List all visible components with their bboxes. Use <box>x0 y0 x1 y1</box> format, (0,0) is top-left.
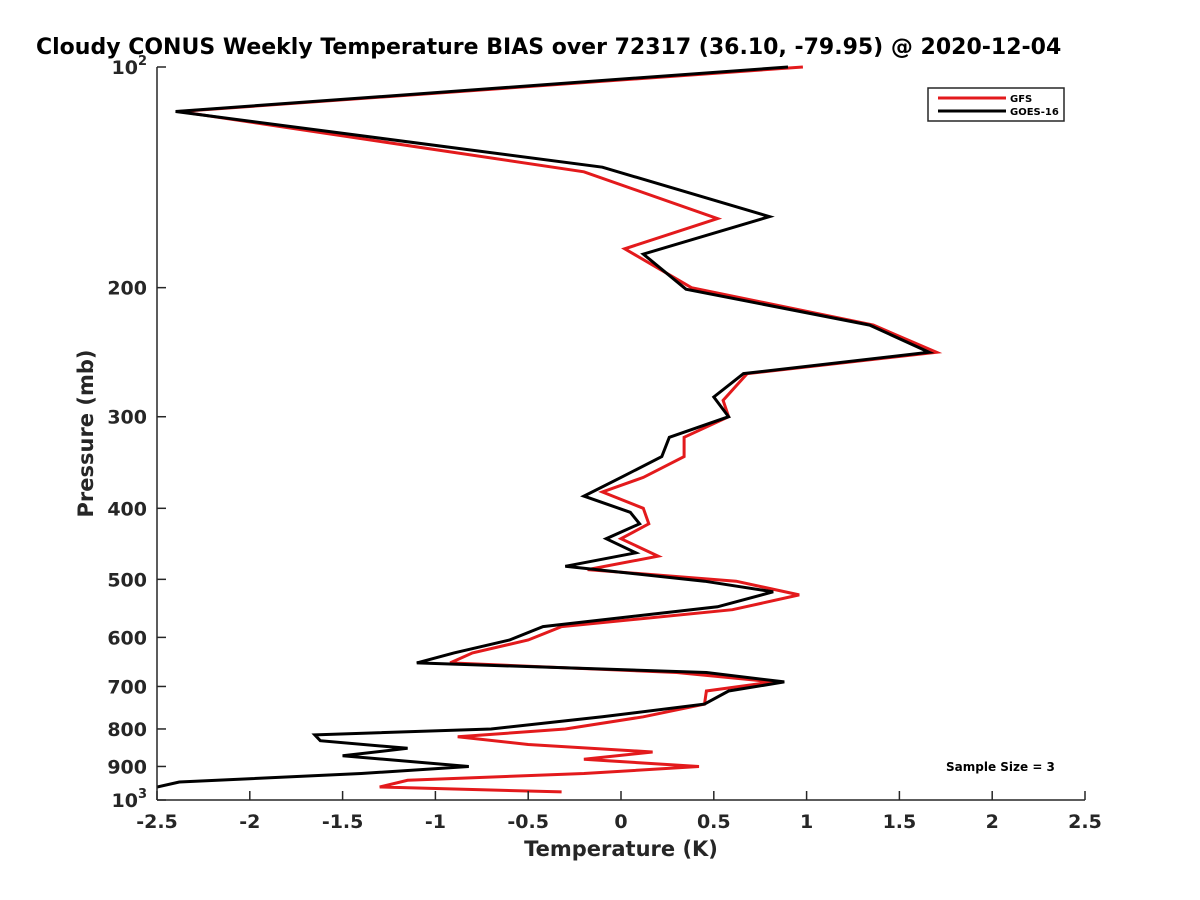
axes-layer: -2.5 -2 -1.5 -1 -0.5 0 0.5 1 1.5 2 2.5 102 200 300 400… <box>107 54 1102 833</box>
series-layer <box>157 65 943 794</box>
legend[interactable]: GFS GOES-16 <box>927 87 1065 122</box>
y-tick-label: 200 <box>107 278 147 300</box>
y-tick-label: 400 <box>107 498 147 520</box>
y-tick-label: 102 <box>112 54 148 79</box>
y-tick-label: 900 <box>107 756 147 778</box>
series-line-goes-16 <box>157 65 935 789</box>
sample-size-annotation: Sample Size = 3 <box>946 760 1055 774</box>
x-tick-label: 2 <box>986 811 999 833</box>
x-tick-label: -1 <box>425 811 446 833</box>
x-tick-label: 1 <box>800 811 813 833</box>
x-axis-label: Temperature (K) <box>524 837 718 861</box>
x-tick-label: -2.5 <box>136 811 178 833</box>
y-tick-label: 103 <box>112 787 148 812</box>
x-tick-label: 1.5 <box>883 811 917 833</box>
y-axis-label: Pressure (mb) <box>74 350 98 518</box>
y-tick-label: 700 <box>107 676 147 698</box>
x-tick-label: -1.5 <box>322 811 364 833</box>
x-tick-label: 0 <box>614 811 627 833</box>
y-tick-label: 300 <box>107 407 147 429</box>
x-tick-label: 0.5 <box>697 811 731 833</box>
x-tick-label: -0.5 <box>507 811 549 833</box>
y-tick-label: 600 <box>107 627 147 649</box>
legend-label-gfs[interactable]: GFS <box>1010 94 1032 105</box>
legend-label-goes-16[interactable]: GOES-16 <box>1010 107 1059 118</box>
y-tick-label: 500 <box>107 569 147 591</box>
series-line-gfs <box>179 65 943 794</box>
y-tick-label: 800 <box>107 719 147 741</box>
x-tick-label: -2 <box>239 811 260 833</box>
x-tick-label: 2.5 <box>1068 811 1102 833</box>
chart-title: Cloudy CONUS Weekly Temperature BIAS ove… <box>36 35 1061 60</box>
legend-box <box>927 87 1065 122</box>
